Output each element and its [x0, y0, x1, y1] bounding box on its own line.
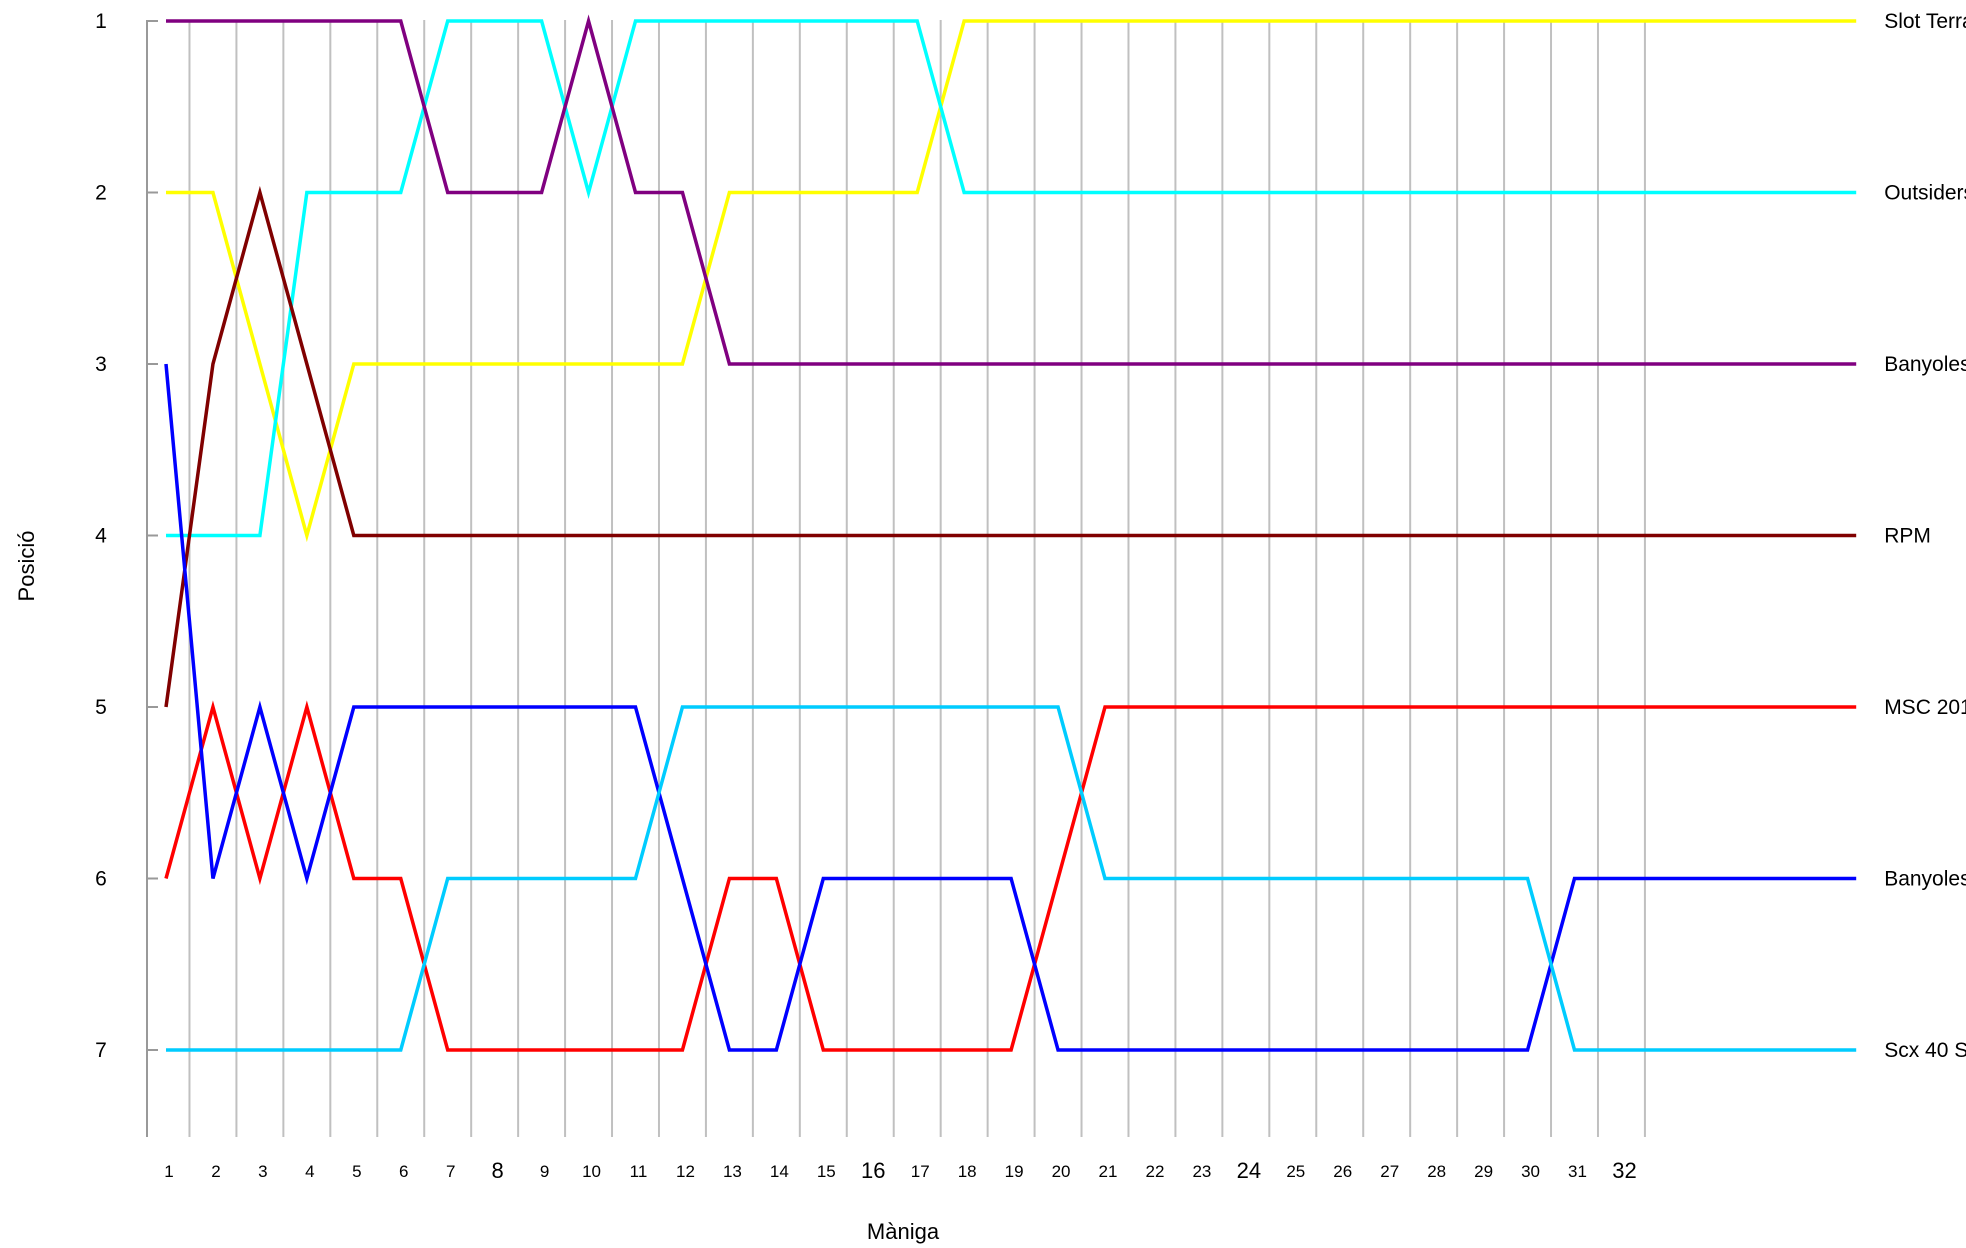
x-tick-label: 16 — [861, 1158, 885, 1183]
x-tick-label: 18 — [958, 1162, 977, 1181]
y-tick-labels: 1 2 3 4 5 6 7 — [95, 10, 158, 1062]
team-label: Banyoles 1980 — [1884, 868, 1966, 891]
series-line — [164, 363, 1857, 1052]
x-tick-label: 13 — [723, 1162, 742, 1181]
x-tick-label: 15 — [817, 1162, 836, 1181]
x-tick-label: 1 — [164, 1162, 173, 1181]
x-tick-label: 14 — [770, 1162, 789, 1181]
x-tick-label: 7 — [446, 1162, 455, 1181]
y-tick-label: 3 — [95, 353, 107, 376]
team-label: Outsiders — [1884, 182, 1966, 205]
x-tick-label: 11 — [630, 1162, 648, 1181]
x-tick-label: 30 — [1521, 1162, 1540, 1181]
y-tick-label: 7 — [95, 1039, 107, 1062]
y-tick-label: 4 — [95, 525, 107, 548]
team-label: Slot Terrassa — [1884, 10, 1966, 33]
x-tick-label: 32 — [1612, 1158, 1636, 1183]
series-line — [166, 14, 1857, 366]
x-tick-label: 28 — [1427, 1162, 1446, 1181]
series-line — [166, 705, 1857, 1052]
x-tick-label: 5 — [352, 1162, 361, 1181]
series-lines — [164, 14, 1857, 1052]
x-tick-label: 25 — [1286, 1162, 1305, 1181]
y-axis-title: Posició — [14, 531, 39, 602]
series-line — [166, 19, 1857, 543]
x-tick-label: 23 — [1192, 1162, 1211, 1181]
x-tick-label: 9 — [540, 1162, 549, 1181]
x-tick-label: 29 — [1474, 1162, 1493, 1181]
y-tick-label: 5 — [95, 696, 107, 719]
x-tick-label: 6 — [399, 1162, 408, 1181]
x-tick-label: 20 — [1052, 1162, 1071, 1181]
x-axis-title: Màniga — [867, 1219, 940, 1244]
series-line — [166, 19, 1857, 538]
team-label: Scx 40 Slot — [1884, 1039, 1966, 1062]
x-tick-label: 2 — [211, 1162, 220, 1181]
team-label: RPM — [1884, 525, 1931, 548]
x-tick-labels: 1 2 3 4 5 6 7 8 9 10 11 12 13 14 15 16 17 18 19 20 21 22 23 24 2… — [164, 1158, 1636, 1183]
x-tick-label: 10 — [582, 1162, 601, 1181]
x-tick-label: 17 — [911, 1162, 930, 1181]
x-tick-label: 19 — [1005, 1162, 1024, 1181]
vertical-gridlines — [188, 20, 1646, 1137]
x-tick-label: 22 — [1145, 1162, 1164, 1181]
team-label: MSC 2014 — [1884, 696, 1966, 719]
x-tick-label: 26 — [1333, 1162, 1352, 1181]
x-tick-label: 31 — [1568, 1162, 1587, 1181]
team-labels: Slot Terrassa Outsiders BanyolesSlot RPM MSC… — [1884, 10, 1966, 1062]
y-tick-label: 6 — [95, 868, 107, 891]
series-line — [164, 185, 1857, 708]
x-tick-label: 8 — [492, 1158, 504, 1183]
x-tick-label: 27 — [1380, 1162, 1399, 1181]
series-line — [164, 700, 1857, 1052]
x-tick-label: 3 — [258, 1162, 267, 1181]
x-tick-label: 4 — [305, 1162, 314, 1181]
x-tick-label: 12 — [676, 1162, 695, 1181]
x-tick-label: 21 — [1099, 1162, 1118, 1181]
team-label: BanyolesSlot — [1884, 353, 1966, 376]
y-tick-label: 2 — [95, 182, 107, 205]
y-tick-label: 1 — [95, 10, 107, 33]
x-tick-label: 24 — [1237, 1158, 1261, 1183]
